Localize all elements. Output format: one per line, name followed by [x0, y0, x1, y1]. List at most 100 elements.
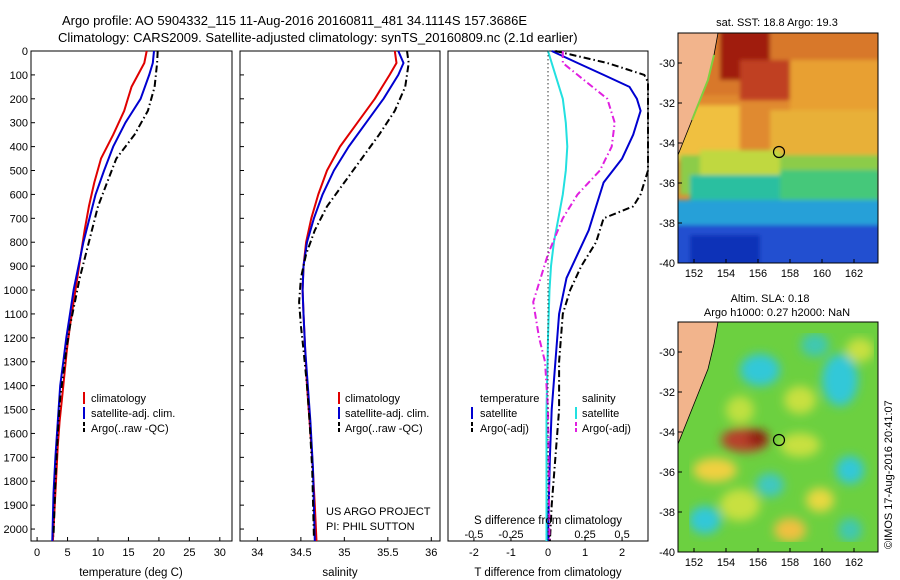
imos-timestamp: ©IMOS 17-Aug-2016 20:41:07 — [883, 400, 895, 549]
s-difference-xlabel: S difference from climatology — [474, 515, 622, 527]
map-x-tick-label: 156 — [749, 557, 767, 569]
x-tick-label: 35 — [338, 547, 350, 559]
series-climatology — [51, 50, 148, 542]
x-tick-label: -0.25 — [498, 529, 523, 541]
legend-temperature-title: temperature — [480, 393, 539, 405]
x-tick-label: -0.5 — [464, 529, 483, 541]
series-climatology — [301, 50, 398, 542]
map-y-tick-label: -40 — [659, 258, 675, 270]
legend-argo-label: Argo(..raw -QC) — [345, 423, 423, 435]
y-tick-label: 1400 — [4, 381, 28, 393]
map-y-tick-label: -34 — [659, 138, 675, 150]
x-tick-label: 34.5 — [290, 547, 311, 559]
series-argo-raw-qc- — [298, 50, 410, 537]
t-difference-xlabel: T difference from climatology — [474, 567, 621, 579]
map-x-tick-label: 152 — [685, 268, 703, 280]
difference-legend: temperature salinity satellite Argo(-adj… — [471, 393, 631, 435]
map-x-tick-label: 154 — [717, 268, 735, 280]
sst-map-frame — [677, 32, 879, 264]
y-tick-label: 1300 — [4, 357, 28, 369]
map-x-tick-label: 158 — [781, 268, 799, 280]
x-tick-label: 34 — [251, 547, 263, 559]
y-tick-label: 0 — [22, 46, 28, 58]
map-x-tick-label: 154 — [717, 557, 735, 569]
legend-s-argo-label: Argo(-adj) — [582, 423, 631, 435]
x-tick-label: 20 — [153, 547, 165, 559]
salinity-legend: climatology satellite-adj. clim. Argo(..… — [338, 392, 429, 435]
sla-map-title-2: Argo h1000: 0.27 h2000: NaN — [704, 307, 850, 319]
sla-map-frame — [677, 321, 879, 553]
y-tick-label: 1600 — [4, 428, 28, 440]
map-y-tick-label: -30 — [659, 347, 675, 359]
x-tick-label: 25 — [183, 547, 195, 559]
map-y-tick-label: -30 — [659, 58, 675, 70]
legend-t-satellite-label: satellite — [480, 408, 517, 420]
series-temperature-argo-adj- — [548, 50, 649, 542]
x-tick-label: -2 — [469, 547, 479, 559]
map-x-tick-label: 160 — [813, 557, 831, 569]
y-tick-label: 100 — [10, 70, 28, 82]
x-tick-label: 35.5 — [377, 547, 398, 559]
map-y-tick-label: -32 — [659, 387, 675, 399]
y-tick-label: 2000 — [4, 524, 28, 536]
map-y-tick-label: -36 — [659, 178, 675, 190]
sla-map-ticks: 152 154 156 158 160 162 -30 -32 -34 -36 -38 -40 — [659, 347, 863, 569]
legend-salinity-title: salinity — [582, 393, 616, 405]
y-tick-label: 1800 — [4, 476, 28, 488]
x-tick-label: 15 — [122, 547, 134, 559]
x-tick-label: 36 — [425, 547, 437, 559]
map-x-tick-label: 160 — [813, 268, 831, 280]
y-tick-label: 800 — [10, 237, 28, 249]
y-tick-label: 1700 — [4, 452, 28, 464]
x-tick-label: 0 — [34, 547, 40, 559]
salinity-panel-frame — [239, 50, 441, 542]
sla-map-image — [678, 322, 878, 552]
legend-argo-label: Argo(..raw -QC) — [91, 423, 169, 435]
sst-map-title: sat. SST: 18.8 Argo: 19.3 — [716, 17, 838, 29]
temperature-legend: climatology satellite-adj. clim. Argo(..… — [83, 392, 175, 435]
x-tick-label: 10 — [92, 547, 104, 559]
series-layer — [51, 50, 649, 542]
axes-layer: 0100200300400500600700800900100011001200… — [4, 46, 630, 559]
figure-title-line1: Argo profile: AO 5904332_115 11-Aug-2016… — [62, 13, 527, 28]
series-argo-raw-qc- — [52, 50, 159, 537]
x-tick-label: -1 — [506, 547, 516, 559]
y-tick-label: 200 — [10, 94, 28, 106]
map-y-tick-label: -32 — [659, 98, 675, 110]
sla-map-title-1: Altim. SLA: 0.18 — [731, 293, 810, 305]
legend-satellite-label: satellite-adj. clim. — [91, 408, 175, 420]
legend-climatology-label: climatology — [345, 393, 401, 405]
x-tick-label: 5 — [64, 547, 70, 559]
pi-label: PI: PHIL SUTTON — [326, 521, 415, 533]
map-x-tick-label: 162 — [845, 268, 863, 280]
y-tick-label: 700 — [10, 213, 28, 225]
y-tick-label: 600 — [10, 189, 28, 201]
map-y-tick-label: -38 — [659, 507, 675, 519]
y-tick-label: 900 — [10, 261, 28, 273]
argo-location-marker — [772, 433, 786, 447]
x-tick-label: 1 — [582, 547, 588, 559]
map-x-tick-label: 156 — [749, 268, 767, 280]
y-tick-label: 1000 — [4, 285, 28, 297]
series-temperature-satellite — [547, 50, 642, 542]
map-y-tick-label: -40 — [659, 547, 675, 559]
map-y-tick-label: -36 — [659, 467, 675, 479]
y-tick-label: 1900 — [4, 500, 28, 512]
map-x-tick-label: 162 — [845, 557, 863, 569]
x-tick-label: 0.5 — [614, 529, 629, 541]
legend-climatology-label: climatology — [91, 393, 147, 405]
series-salinity-argo-adj- — [532, 51, 616, 542]
series-satellite-adj-clim- — [301, 50, 405, 542]
map-x-tick-label: 158 — [781, 557, 799, 569]
legend-satellite-label: satellite-adj. clim. — [345, 408, 429, 420]
legend-t-argo-label: Argo(-adj) — [480, 423, 529, 435]
y-tick-label: 1100 — [4, 309, 28, 321]
sst-map-image — [678, 33, 878, 263]
temperature-xlabel: temperature (deg C) — [79, 567, 183, 579]
x-tick-label: 0 — [545, 547, 551, 559]
x-tick-label: 2 — [619, 547, 625, 559]
y-tick-label: 400 — [10, 142, 28, 154]
y-tick-label: 300 — [10, 118, 28, 130]
y-tick-label: 1200 — [4, 333, 28, 345]
